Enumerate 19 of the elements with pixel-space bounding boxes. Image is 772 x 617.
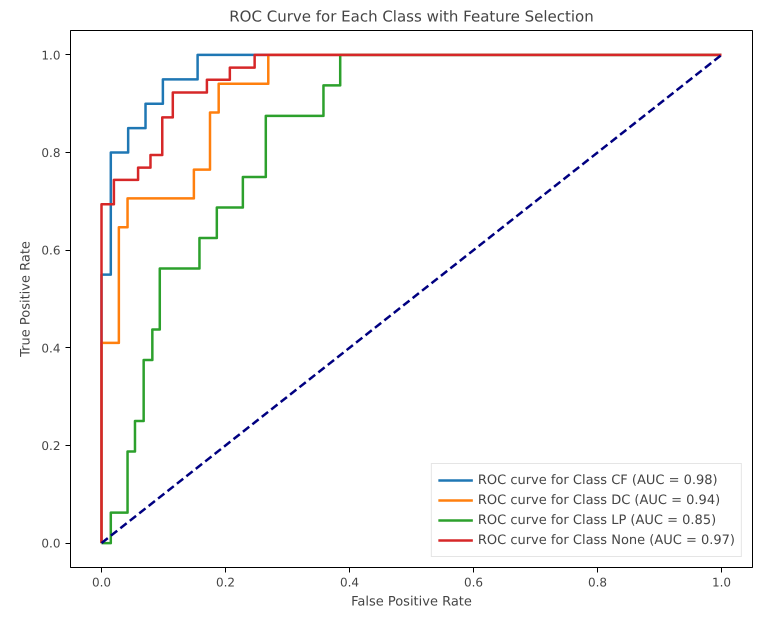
legend-label: ROC curve for Class CF (AUC = 0.98) bbox=[478, 472, 718, 488]
x-tick-label: 0.4 bbox=[340, 576, 360, 590]
chart-title: ROC Curve for Each Class with Feature Selection bbox=[229, 8, 594, 26]
x-axis-title: False Positive Rate bbox=[351, 594, 472, 610]
x-tick-label: 0.6 bbox=[464, 576, 484, 590]
y-tick-label: 0.4 bbox=[41, 341, 61, 356]
x-tick-label: 1.0 bbox=[712, 576, 732, 590]
x-tick-label: 0.8 bbox=[588, 576, 608, 590]
legend-label: ROC curve for Class DC (AUC = 0.94) bbox=[478, 492, 720, 508]
y-tick-label: 1.0 bbox=[41, 48, 61, 62]
legend-label: ROC curve for Class LP (AUC = 0.85) bbox=[478, 512, 716, 528]
y-tick-label: 0.8 bbox=[41, 146, 61, 160]
x-tick-label: 0.0 bbox=[92, 576, 112, 590]
x-tick-label: 0.2 bbox=[216, 576, 236, 590]
y-tick-label: 0.6 bbox=[41, 244, 61, 258]
legend-label: ROC curve for Class None (AUC = 0.97) bbox=[478, 532, 735, 548]
y-tick-label: 0.2 bbox=[41, 438, 61, 453]
y-tick-label: 0.0 bbox=[41, 536, 61, 551]
y-axis-title: True Positive Rate bbox=[18, 241, 34, 358]
